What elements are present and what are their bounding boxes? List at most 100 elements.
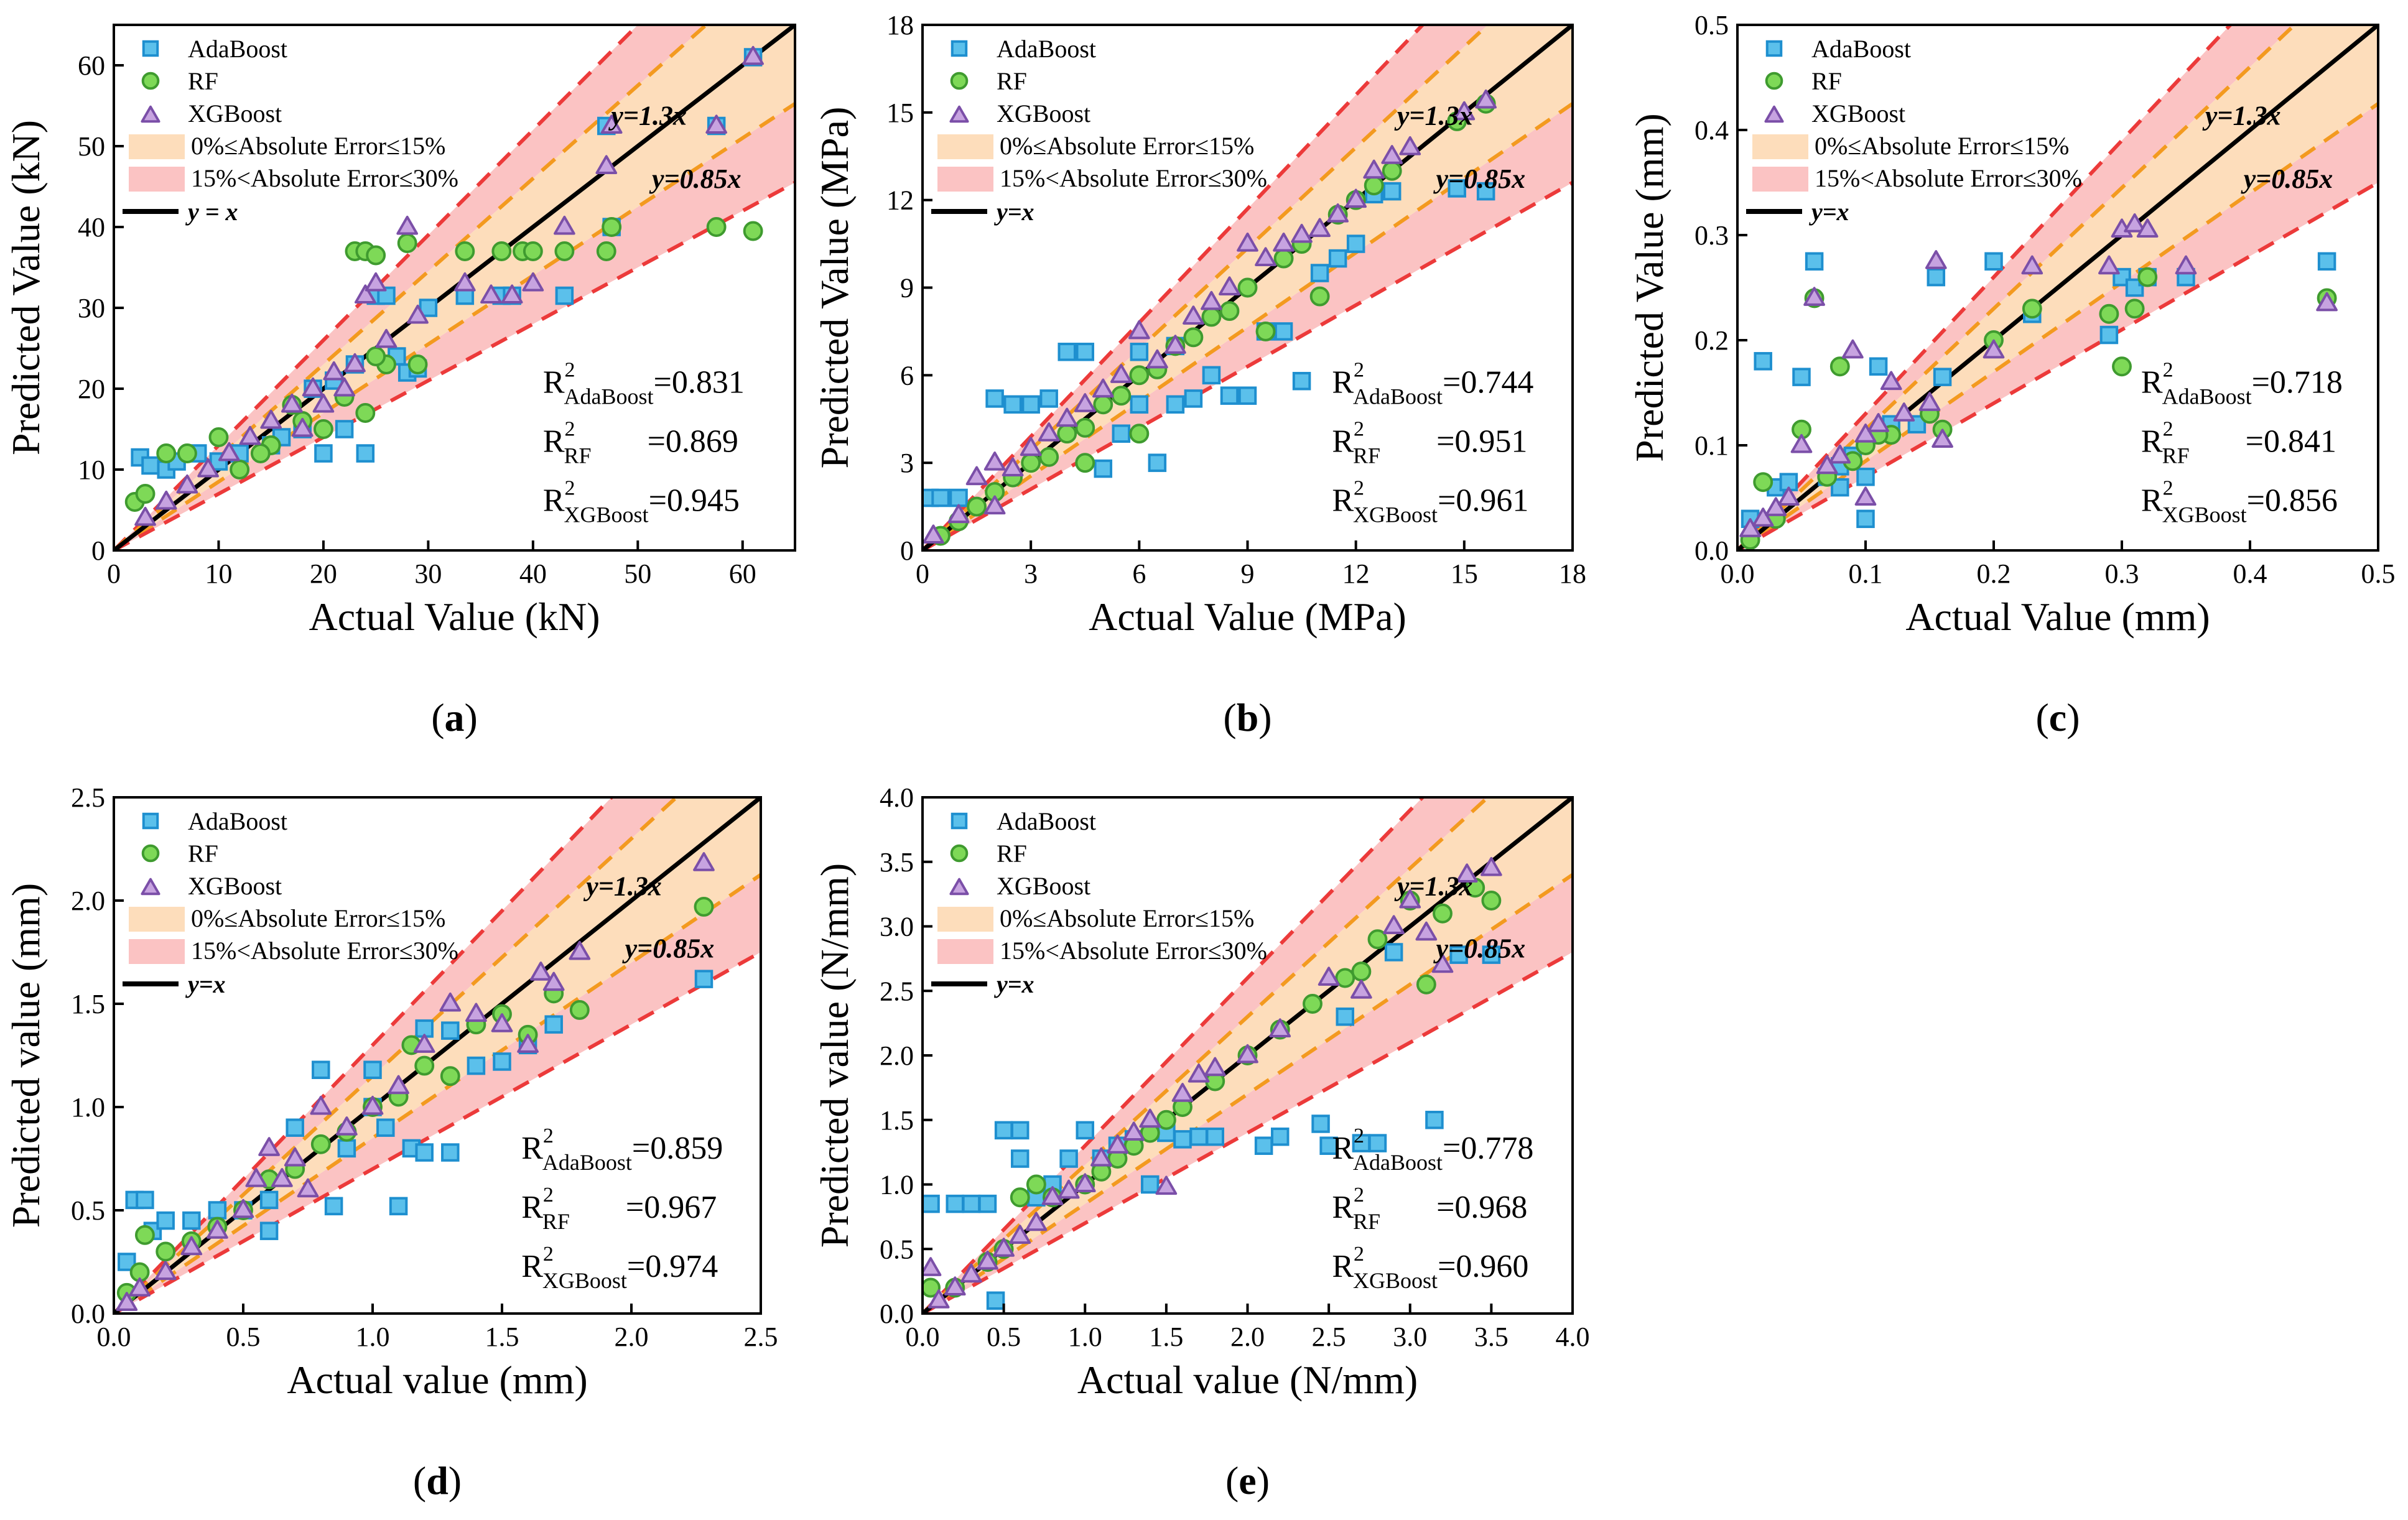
panel-b-adaboost-point-19 [1274, 322, 1293, 341]
panel-e-adaboost-point-19 [1206, 1127, 1224, 1146]
panel-d-xgboost-point-20 [569, 940, 591, 960]
panel-c-adaboost-point-23 [1856, 467, 1875, 486]
panel-d-rf-point-2 [134, 1225, 155, 1245]
panel-a-xgboost-point-7 [281, 393, 303, 413]
panel-e-r2-rf: R2 RF =0.968 [1332, 1184, 1527, 1234]
panel-b-adaboost-point-12 [1148, 453, 1167, 472]
panel-b-xgboost-point-16 [1219, 276, 1240, 295]
panel-a-xtick-label: 20 [310, 558, 337, 589]
panel-e-rf-point-18 [1335, 968, 1355, 988]
panel-d-lower-line-label: y=0.85x [622, 933, 715, 963]
panel-e-xgboost-point-1 [927, 1289, 950, 1309]
panel-d-legend-xgboost: XGBoost [188, 872, 282, 900]
panel-b-legend-band15-swatch [937, 134, 993, 159]
panel-b: 0 3 6 9 12 15 18 0 3 6 9 12 15 18 Actual Value (MPa) Pr… [812, 10, 1586, 739]
panel-d-xgboost-point-9 [310, 1095, 332, 1115]
panel-b-line-y1.15 [923, 25, 1491, 550]
panel-e-xgboost-point-14 [1139, 1108, 1161, 1128]
panel-e-adaboost-point-23 [1319, 1136, 1338, 1155]
panel-d-adaboost-point-5 [182, 1211, 201, 1230]
panel-c-adaboost-point-1 [1754, 352, 1772, 371]
panel-e-legend-identity: y=x [994, 970, 1034, 998]
panel-a-xgboost-point-23 [705, 114, 727, 134]
panel-e-xgboost-point-19 [1237, 1044, 1258, 1064]
panel-d-upper-line-label: y=1.3x [583, 871, 662, 902]
panel-e-xgboost-point-22 [1350, 980, 1372, 999]
panel-c-legend-adaboost: AdaBoost [1811, 35, 1911, 63]
panel-b-xgboost-point-18 [1255, 247, 1276, 267]
panel-e-adaboost-point-26 [1425, 1111, 1444, 1129]
panel-c: 0.0 0.1 0.2 0.3 0.4 0.5 0.0 0.1 0.2 0.3 0.4 0.5 Actu… [1627, 10, 2396, 739]
panel-e-ylabel: Predicted value (N/mm) [812, 863, 857, 1248]
panel-b-xgboost-point-7 [1056, 407, 1078, 427]
panel-e-ytick-label: 3.0 [880, 912, 914, 942]
panel-b-rf-point-7 [1057, 424, 1077, 444]
panel-b-rf-point-9 [1093, 394, 1113, 415]
panel-e-rf-point-19 [1367, 929, 1388, 950]
panel-e-xgboost-point-18 [1204, 1057, 1226, 1077]
panel-c-xgboost-point-10 [1867, 413, 1889, 432]
panel-d-rf-point-19 [569, 1000, 590, 1020]
panel-b-ytick-label: 0 [900, 535, 914, 566]
panel-b-legend-adaboost-marker [951, 40, 968, 57]
panel-b-xgboost-point-29 [983, 495, 1006, 515]
panel-c-xtick-label: 0.5 [2361, 558, 2396, 589]
panel-b-rf-point-28 [1075, 453, 1095, 473]
panel-d-xgboost-point-12 [388, 1075, 409, 1095]
panel-d-xgboost-point-7 [258, 1137, 280, 1156]
panel-d-xgboost-point-18 [530, 962, 552, 981]
panel-b-ytick-label: 18 [886, 10, 914, 40]
panel-b-rf-point-15 [1201, 307, 1222, 327]
panel-c-adaboost-point-13 [1927, 267, 1946, 287]
panel-d-adaboost-point-27 [259, 1221, 279, 1240]
panel-d-ytick-label: 0.0 [71, 1299, 105, 1329]
panel-e-rf-point-0 [923, 1277, 941, 1298]
panel-d-adaboost-point-6 [208, 1201, 227, 1220]
panel-b-xgboost-point-20 [1291, 223, 1313, 243]
panel-b-adaboost-point-5 [1021, 395, 1040, 414]
panel-b-adaboost-point-11 [1130, 395, 1149, 414]
panel-a-ytick-label: 0 [91, 535, 105, 566]
panel-a-ytick-label: 50 [78, 131, 105, 162]
panel-d-rf-point-9 [310, 1134, 331, 1154]
panel-e-xgboost-point-12 [1107, 1134, 1128, 1154]
panel-d-legend-band30: 15%<Absolute Error≤30% [191, 937, 458, 965]
panel-c-legend-band30-swatch [1752, 167, 1808, 192]
panel-b-adaboost-point-6 [1039, 389, 1058, 408]
panel-c-adaboost-point-9 [1856, 509, 1875, 529]
panel-a-xgboost-point-25 [291, 417, 314, 437]
panel-a-legend-xgboost-marker [141, 105, 160, 123]
panel-e-adaboost-point-10 [1059, 1149, 1078, 1168]
panel-c-xgboost-point-23 [2316, 292, 2338, 312]
panel-a-xgboost-point-20 [554, 215, 575, 235]
panel-b-lower-line-label: y=0.85x [1433, 164, 1526, 194]
panel-e-adaboost-point-4 [986, 1291, 1005, 1310]
panel-a-legend-identity: y = x [185, 198, 238, 226]
panel-b-adaboost-point-8 [1076, 343, 1094, 361]
panel-a-xgboost-point-3 [197, 458, 219, 478]
panel-e-xgboost-point-26 [1456, 863, 1478, 883]
panel-b-adaboost-point-15 [1202, 366, 1221, 385]
panel-c-xgboost-point-3 [1778, 486, 1800, 506]
panel-b-xgboost-point-27 [1453, 101, 1476, 121]
panel-a-rf-point-17 [491, 241, 512, 261]
panel-a-xtick-label: 30 [414, 558, 442, 589]
panel-a-ytick-label: 60 [78, 50, 105, 81]
panel-c-legend-rf-marker [1765, 72, 1783, 90]
panel-d-ytick-label: 2.5 [71, 782, 105, 813]
panel-e-xgboost-point-27 [1481, 856, 1502, 876]
panel-c-xgboost-point-16 [1983, 339, 2005, 359]
panel-d-xtick-label: 1.5 [485, 1322, 519, 1352]
panel-e-xgboost-point-16 [1171, 1083, 1194, 1102]
panel-d-legend-band15: 0%≤Absolute Error≤15% [191, 904, 445, 932]
panel-c-xgboost-point-18 [2098, 255, 2120, 275]
panel-c-legend-band15: 0%≤Absolute Error≤15% [1815, 132, 2069, 160]
panel-e-xgboost-point-23 [1383, 915, 1405, 934]
panel-c-legend: AdaBoost RF XGBoost 0%≤Absolute Error≤15% 15… [1746, 35, 2082, 226]
panel-c-xgboost-point-8 [1842, 339, 1864, 359]
panel-d-line-y1.15 [114, 797, 679, 1314]
panel-d-xgboost-point-6 [245, 1168, 267, 1187]
panel-a-xgboost-point-15 [407, 304, 429, 324]
panel-a-ytick-label: 10 [78, 455, 105, 485]
